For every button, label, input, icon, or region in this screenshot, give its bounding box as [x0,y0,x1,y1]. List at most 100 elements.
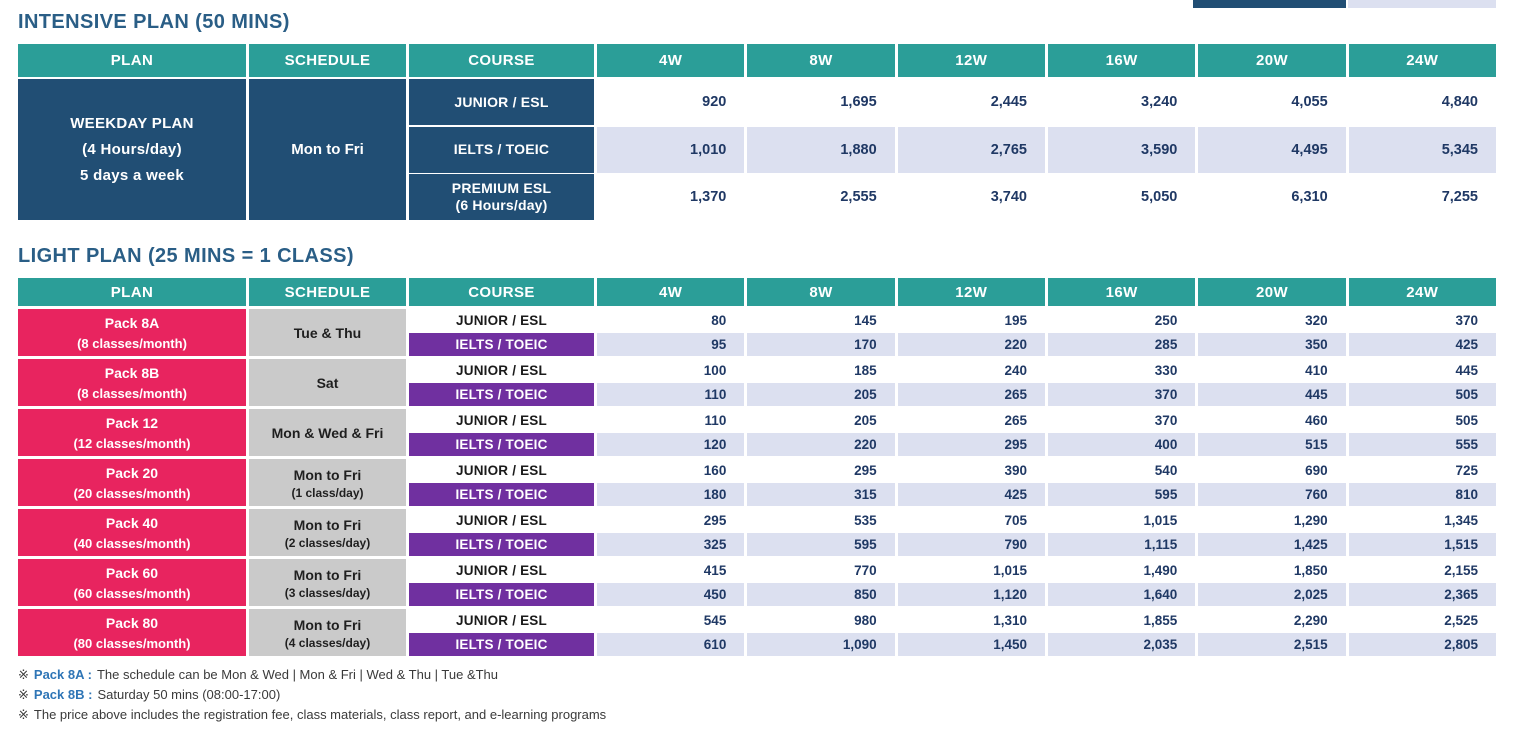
price-cell: 2,035 [1047,633,1196,656]
price-cell: 3,740 [990,189,1027,205]
footnote-pack-label: Pack 8B : [33,687,93,702]
light-header-row: PLAN SCHEDULE COURSE 4W 8W 12W 16W 20W 24W [18,278,1496,306]
pack-schedule-cell: Mon to Fri (4 classes/day) [249,609,406,656]
price-cell: 1,290 [1293,513,1328,528]
price-cell: 425 [897,483,1045,506]
price-cell: 725 [1455,463,1478,478]
light-plan-group-row: Pack 8A (8 classes/month) Tue & Thu JUNIOR … [18,309,1496,356]
light-plan-group-row: Pack 12 (12 classes/month) Mon & Wed & Fri… [18,409,1496,456]
light-plan-title: LIGHT PLAN (25 MINS = 1 CLASS) [18,245,354,267]
price-cell: 2,155 [1444,563,1478,578]
price-cell: 445 [1198,383,1346,406]
price-cell: 390 [1004,463,1027,478]
cell-text-line: Pack 8A [104,314,160,331]
column-header-24w: 24W [1348,278,1496,306]
pack-schedule-cell: Mon & Wed & Fri [249,409,406,456]
price-cell: 265 [897,383,1045,406]
price-cell: 320 [1305,313,1328,328]
column-header-plan: PLAN [18,278,246,306]
column-header-12w: 12W [897,44,1045,77]
cell-text-line: IELTS / TOEIC [453,141,550,157]
price-cell: 920 [702,94,727,110]
footnote-line: ※ The price above includes the registrati… [18,705,1496,725]
price-cell: 220 [747,433,895,456]
cell-text-line: JUNIOR / ESL [454,93,549,110]
light-plan-group-row: Pack 20 (20 classes/month) Mon to Fri (1 cl… [18,459,1496,506]
column-header-plan: PLAN [18,44,246,77]
price-cell: 170 [747,333,895,356]
pricing-sheet: INTENSIVE PLAN (50 MINS) PLAN SCHEDULE COU… [18,11,1496,725]
cutoff-bar-lavender [1348,0,1496,8]
pack-schedule-cell: Tue & Thu [249,309,406,356]
price-cell: 6,310 [1291,189,1328,205]
price-cell: 2,765 [897,126,1045,173]
price-cell: 2,290 [1293,613,1328,628]
price-cell: 535 [854,513,877,528]
price-cell: 370 [1455,313,1478,328]
intensive-header-row: PLAN SCHEDULE COURSE 4W 8W 12W 16W 20W 24W [18,44,1496,77]
price-cell: 1,310 [993,613,1027,628]
ielts-course-cell: IELTS / TOEIC [409,483,594,506]
price-cell: 2,445 [990,94,1027,110]
price-cell: 1,345 [1444,513,1478,528]
light-table-body: Pack 8A (8 classes/month) Tue & Thu JUNIOR … [18,309,1496,656]
cell-text-line: (60 classes/month) [73,585,191,601]
footnote-text: The schedule can be Mon & Wed | Mon & Fr… [96,667,499,682]
footnote-line: ※ Pack 8B : Saturday 50 mins (08:00-17:00) [18,685,1496,705]
price-cell: 1,010 [597,126,745,173]
price-cell: 185 [854,363,877,378]
cell-text-line: 5 days a week [80,166,184,184]
column-header-course: COURSE [409,278,594,306]
price-cell: 1,880 [747,126,895,173]
pack-plan-cell: Pack 8B (8 classes/month) [18,359,246,406]
cell-text-line: Mon to Fri [291,141,364,158]
price-cell: 410 [1305,363,1328,378]
price-cell: 705 [1004,513,1027,528]
column-header-16w: 16W [1047,44,1196,77]
price-cell: 400 [1047,433,1196,456]
pack-schedule-cell: Sat [249,359,406,406]
price-cell: 1,115 [1047,533,1196,556]
intensive-plan-title: INTENSIVE PLAN (50 MINS) [18,11,290,33]
cell-text-line: Sat [316,374,339,391]
column-header-8w: 8W [747,278,895,306]
column-header-4w: 4W [597,278,745,306]
price-cell: 450 [597,583,745,606]
price-cell: 110 [704,413,727,428]
price-cell: 595 [747,533,895,556]
cell-text-line: Pack 60 [105,564,159,581]
cell-text-line: (20 classes/month) [73,485,191,501]
pack-plan-cell: Pack 8A (8 classes/month) [18,309,246,356]
price-cell: 205 [854,413,877,428]
price-cell: 555 [1348,433,1496,456]
cell-text-line: (3 classes/day) [284,585,371,600]
footnotes: ※ Pack 8A : The schedule can be Mon & Wed … [18,665,1496,725]
intensive-schedule-cell: Mon to Fri [249,79,406,220]
cell-text-line: Pack 8B [104,364,160,381]
price-cell: 4,840 [1441,94,1478,110]
price-cell: 1,515 [1348,533,1496,556]
price-cell: 515 [1198,433,1346,456]
price-cell: 160 [703,463,727,478]
junior-course-cell: JUNIOR / ESL [409,459,594,482]
intensive-course-cell: JUNIOR / ESL [409,79,594,125]
footnote-marker: ※ [18,707,29,722]
light-plan-group-row: Pack 80 (80 classes/month) Mon to Fri (4 cl… [18,609,1496,656]
price-cell: 980 [854,613,877,628]
price-cell: 295 [897,433,1045,456]
pack-plan-cell: Pack 60 (60 classes/month) [18,559,246,606]
footnote-text: Saturday 50 mins (08:00-17:00) [97,687,281,702]
pack-plan-cell: Pack 12 (12 classes/month) [18,409,246,456]
ielts-course-cell: IELTS / TOEIC [409,583,594,606]
price-cell: 2,555 [840,189,877,205]
price-cell: 3,240 [1141,94,1178,110]
price-cell: 1,120 [897,583,1045,606]
junior-course-cell: JUNIOR / ESL [409,359,594,382]
junior-course-cell: JUNIOR / ESL [409,509,594,532]
price-cell: 460 [1305,413,1328,428]
column-header-4w: 4W [597,44,745,77]
cell-text-line: (2 classes/day) [284,535,371,550]
ielts-course-cell: IELTS / TOEIC [409,433,594,456]
cell-text-line: Mon to Fri [293,566,362,583]
footnote-marker: ※ [18,667,29,682]
